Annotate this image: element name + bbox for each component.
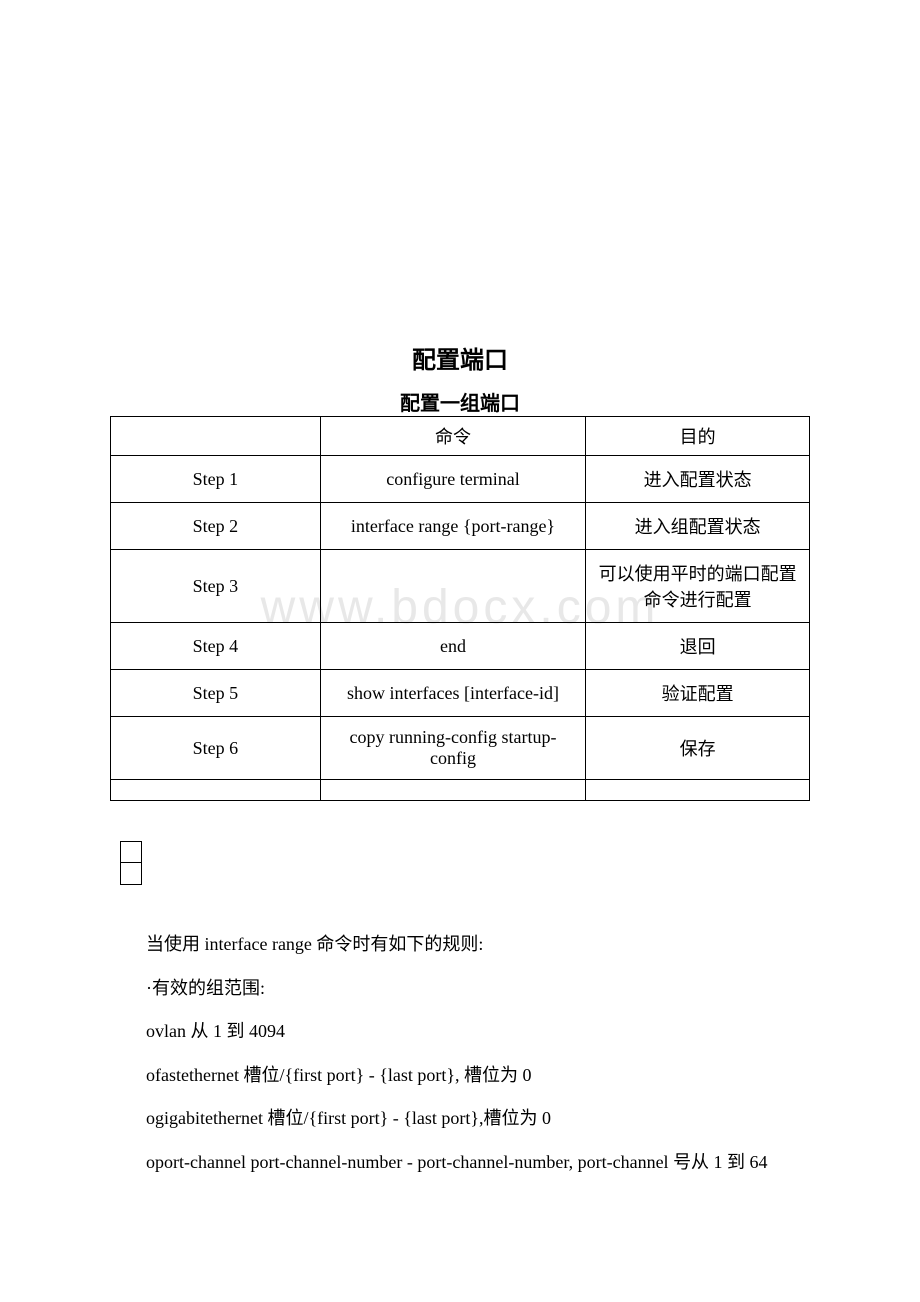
table-cell [586,780,810,801]
header-cell: 目的 [586,417,810,456]
table-row: Step 5 show interfaces [interface-id] 验证… [111,670,810,717]
document-content: 配置端口 配置一组端口 命令 目的 Step 1 configure termi… [0,0,920,1183]
table-cell [111,780,321,801]
table-cell [320,550,586,623]
table-row: Step 1 configure terminal 进入配置状态 [111,456,810,503]
table-cell: copy running-config startup-config [320,717,586,780]
paragraph: ovlan 从 1 到 4094 [110,1012,810,1052]
config-table: 命令 目的 Step 1 configure terminal 进入配置状态 S… [110,416,810,801]
table-cell: 进入配置状态 [586,456,810,503]
paragraph: ·有效的组范围: [110,969,810,1009]
small-box [120,841,142,863]
table-cell: Step 3 [111,550,321,623]
table-cell: configure terminal [320,456,586,503]
table-cell: interface range {port-range} [320,503,586,550]
table-row: Step 3 可以使用平时的端口配置命令进行配置 [111,550,810,623]
table-cell: 验证配置 [586,670,810,717]
table-cell: end [320,623,586,670]
table-cell: 退回 [586,623,810,670]
table-cell: Step 6 [111,717,321,780]
paragraph: 当使用 interface range 命令时有如下的规则: [110,925,810,965]
page-subtitle: 配置一组端口 [110,387,810,416]
table-header-row: 命令 目的 [111,417,810,456]
table-cell: 可以使用平时的端口配置命令进行配置 [586,550,810,623]
table-cell [320,780,586,801]
body-text: 当使用 interface range 命令时有如下的规则: ·有效的组范围: … [110,925,810,1183]
paragraph: ofastethernet 槽位/{first port} - {last po… [110,1056,810,1096]
paragraph: oport-channel port-channel-number - port… [110,1143,810,1183]
table-row: Step 6 copy running-config startup-confi… [111,717,810,780]
small-box [120,863,142,885]
table-cell: Step 2 [111,503,321,550]
table-cell: show interfaces [interface-id] [320,670,586,717]
page-title: 配置端口 [110,340,810,375]
table-cell: Step 5 [111,670,321,717]
header-cell: 命令 [320,417,586,456]
table-cell: Step 4 [111,623,321,670]
table-cell: Step 1 [111,456,321,503]
table-row: Step 4 end 退回 [111,623,810,670]
table-row [111,780,810,801]
table-cell: 保存 [586,717,810,780]
small-box-stack [120,841,810,885]
table-cell: 进入组配置状态 [586,503,810,550]
paragraph: ogigabitethernet 槽位/{first port} - {last… [110,1099,810,1139]
header-cell [111,417,321,456]
table-row: Step 2 interface range {port-range} 进入组配… [111,503,810,550]
